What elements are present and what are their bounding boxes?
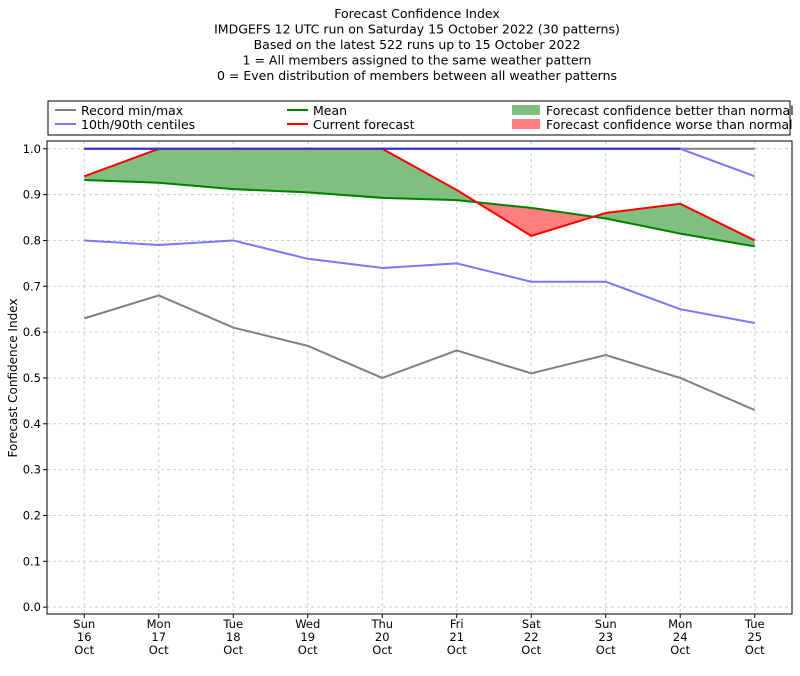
x-tick-label: Oct [298, 643, 318, 657]
x-tick-label: Thu [370, 617, 393, 631]
x-tick-label: 20 [375, 630, 390, 644]
plot-area: 0.00.10.20.30.40.50.60.70.80.91.0Sun16Oc… [23, 140, 793, 657]
title-line: IMDGEFS 12 UTC run on Saturday 15 Octobe… [214, 22, 620, 37]
y-tick-label: 0.5 [23, 371, 41, 385]
x-tick-label: Sun [595, 617, 617, 631]
x-tick-label: Fri [450, 617, 464, 631]
x-tick-label: 22 [524, 630, 539, 644]
legend-label: Forecast confidence better than normal [546, 103, 794, 118]
series-line-p10 [84, 239, 755, 324]
x-tick-label: 17 [151, 630, 166, 644]
x-tick-label: Oct [521, 643, 541, 657]
fill-better-than-normal [84, 148, 755, 247]
x-tick-label: 18 [226, 630, 241, 644]
x-tick-label: Sun [73, 617, 95, 631]
x-tick-label: 16 [77, 630, 92, 644]
x-tick-label: Oct [372, 643, 392, 657]
plot-frame [46, 140, 793, 615]
y-tick-label: 0.8 [23, 233, 41, 247]
x-tick-label: 23 [598, 630, 613, 644]
x-tick-label: Oct [670, 643, 690, 657]
series-mean [84, 178, 755, 248]
y-tick-label: 1.0 [23, 142, 41, 156]
title-line: Forecast Confidence Index [334, 6, 500, 21]
x-tick-label: 21 [449, 630, 464, 644]
y-tick-label: 0.1 [23, 554, 41, 568]
x-tick-label: Oct [223, 643, 243, 657]
series-p10 [84, 239, 755, 324]
x-tick-label: Wed [295, 617, 320, 631]
legend-box [47, 100, 791, 136]
legend-swatch [512, 105, 540, 115]
x-tick-label: 25 [747, 630, 762, 644]
x-tick-label: Tue [744, 617, 765, 631]
y-tick-label: 0.9 [23, 188, 41, 202]
y-tick-label: 0.4 [23, 417, 41, 431]
y-axis-label: Forecast Confidence Index [6, 299, 20, 458]
x-tick-label: Tue [222, 617, 243, 631]
title-line: 0 = Even distribution of members between… [217, 68, 617, 83]
series-record_min [83, 294, 756, 411]
x-tick-label: Oct [596, 643, 616, 657]
legend-label: Mean [313, 103, 347, 118]
series-line-record_min [83, 294, 756, 411]
x-tick-label: Mon [147, 617, 171, 631]
x-tick-label: 24 [673, 630, 688, 644]
x-tick-label: 19 [300, 630, 315, 644]
x-tick-label: Oct [74, 643, 94, 657]
y-tick-label: 0.3 [23, 463, 41, 477]
y-tick-label: 0.0 [23, 600, 41, 614]
legend-label: Forecast confidence worse than normal [546, 117, 793, 132]
x-tick-label: Oct [447, 643, 467, 657]
title-line: 1 = All members assigned to the same wea… [243, 53, 592, 68]
x-tick-label: Mon [668, 617, 692, 631]
y-tick-label: 0.6 [23, 325, 41, 339]
x-tick-label: Oct [745, 643, 765, 657]
legend-label: Current forecast [313, 117, 415, 132]
y-tick-label: 0.7 [23, 279, 41, 293]
legend-label: 10th/90th centiles [81, 117, 195, 132]
y-tick-label: 0.2 [23, 508, 41, 522]
x-tick-label: Oct [149, 643, 169, 657]
title-line: Based on the latest 522 runs up to 15 Oc… [254, 37, 581, 52]
x-tick-label: Sat [522, 617, 541, 631]
legend-label: Record min/max [81, 103, 183, 118]
series-line-mean [84, 178, 755, 248]
legend-swatch [512, 119, 540, 129]
